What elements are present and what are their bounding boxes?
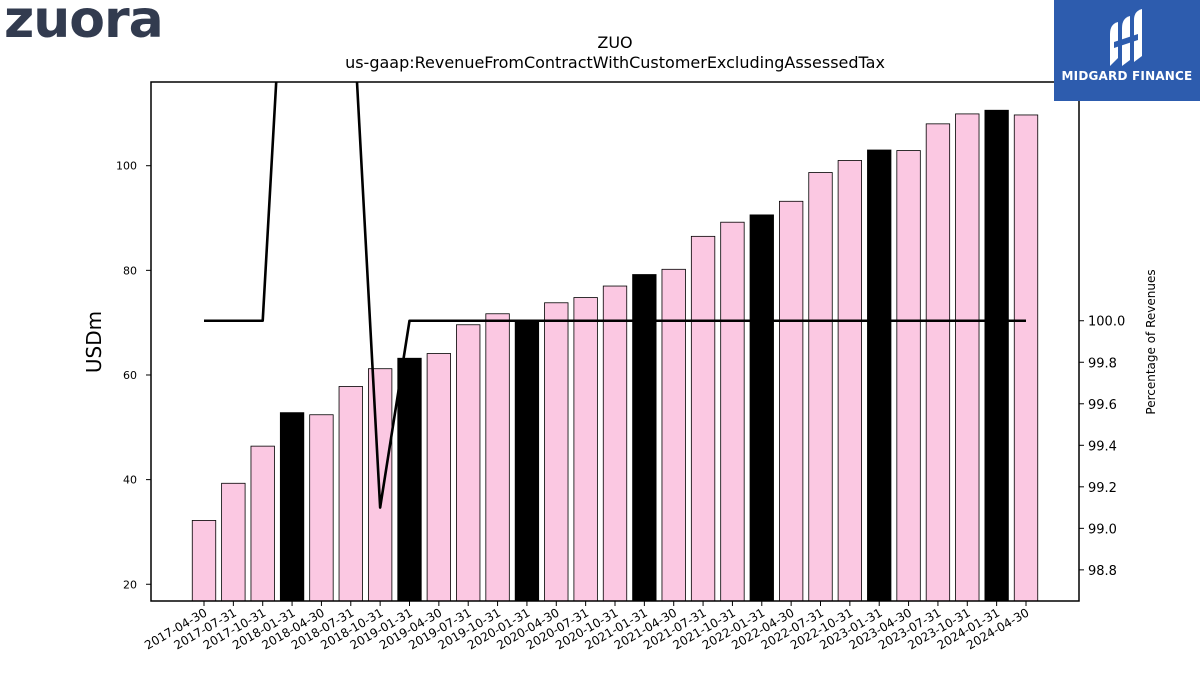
- bar-2021-10-31: [720, 221, 745, 602]
- y-axis-label: USDm: [82, 311, 106, 373]
- bar-2024-04-30: [1013, 114, 1039, 602]
- y-tick-label: 80: [123, 264, 137, 277]
- y2-tick-label: 99.0: [1088, 522, 1117, 537]
- midgard-finance-text: MIDGARD FINANCE: [1061, 69, 1193, 83]
- x-axis: 2017-04-302017-07-312017-10-312018-01-31…: [142, 601, 1032, 652]
- bar-2017-10-31: [250, 445, 275, 602]
- bar-2024-01-31: [984, 109, 1009, 602]
- y2-tick-label: 99.8: [1088, 356, 1117, 371]
- bar-2022-07-31: [808, 172, 833, 602]
- y-tick-label: 60: [123, 369, 137, 382]
- chart-subtitle: us-gaap:RevenueFromContractWithCustomerE…: [345, 53, 885, 72]
- y2-tick-label: 98.8: [1088, 564, 1117, 579]
- bar-2019-01-31: [397, 357, 422, 602]
- bar-2020-10-31: [602, 285, 628, 602]
- bar-2020-01-31: [514, 321, 540, 602]
- bar-2018-01-31: [279, 412, 305, 602]
- bar-2021-01-31: [632, 274, 657, 602]
- y2-axis-label: Percentage of Revenues: [1144, 269, 1158, 414]
- midgard-finance-logo: MIDGARD FINANCE: [1054, 0, 1200, 101]
- bars-group: [191, 109, 1039, 602]
- line-group: [204, 82, 1026, 509]
- y2-tick-label: 99.4: [1088, 439, 1117, 454]
- bar-2017-04-30: [191, 520, 217, 602]
- zuora-logo: zuora: [4, 0, 164, 50]
- bar-2018-07-31: [338, 386, 363, 602]
- y-axis-right: 98.8 99.0 99.2 99.4 99.6 99.8 100.0: [1079, 315, 1125, 579]
- y-tick-label: 20: [123, 578, 137, 591]
- y2-tick-label: 100.0: [1088, 315, 1125, 330]
- bar-2023-10-31: [955, 113, 980, 602]
- bar-2020-04-30: [544, 302, 569, 602]
- bar-2020-07-31: [573, 297, 598, 602]
- bar-2018-04-30: [309, 414, 334, 602]
- y2-tick-label: 99.6: [1088, 398, 1117, 413]
- bar-2022-04-30: [779, 200, 804, 602]
- bar-2023-04-30: [896, 150, 921, 602]
- midgard-logo-icon: [1110, 9, 1142, 66]
- bar-2022-01-31: [749, 214, 774, 602]
- y-axis-left: 20 40 60 80 100: [116, 160, 151, 591]
- bar-2019-10-31: [485, 313, 510, 602]
- y2-tick-label: 99.2: [1088, 481, 1117, 496]
- percentage-line: [204, 82, 1026, 509]
- chart-title: ZUO: [597, 33, 632, 52]
- bar-2022-10-31: [837, 160, 862, 602]
- bar-2021-04-30: [661, 268, 686, 602]
- bar-2019-04-30: [426, 353, 451, 602]
- bar-2021-07-31: [690, 235, 716, 602]
- bar-2019-07-31: [456, 324, 481, 602]
- y-tick-label: 40: [123, 474, 137, 487]
- y-tick-label: 100: [116, 160, 137, 173]
- bar-2017-07-31: [221, 482, 246, 602]
- bar-2023-01-31: [867, 149, 892, 602]
- bar-2023-07-31: [925, 123, 951, 602]
